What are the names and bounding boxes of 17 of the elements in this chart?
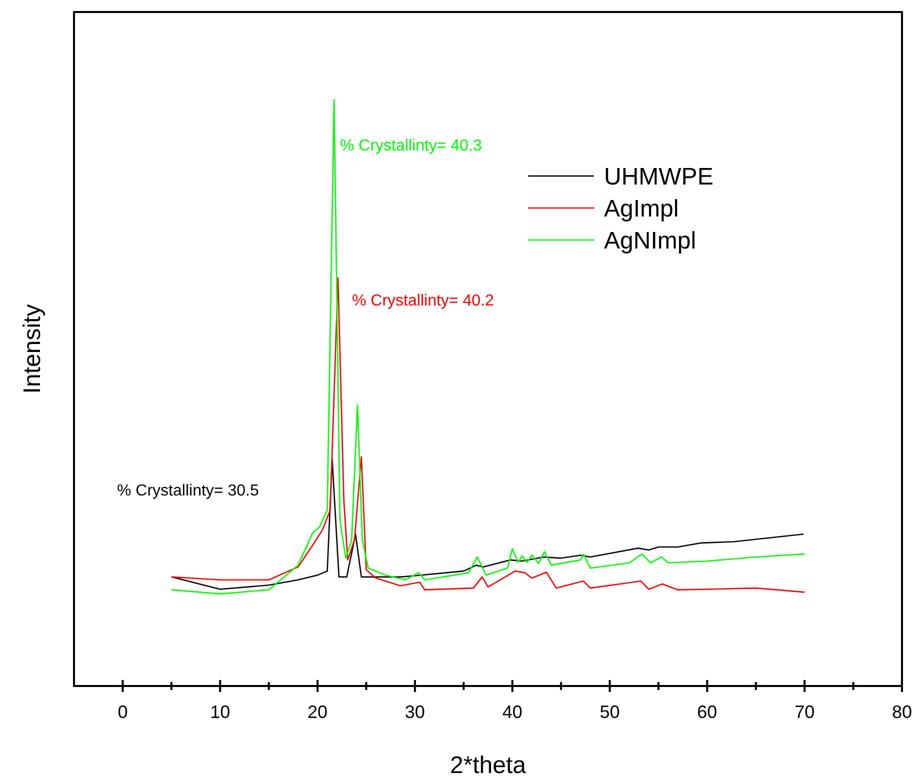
x-tick-label: 40 (502, 702, 522, 722)
x-tick-label: 10 (210, 702, 230, 722)
x-tick-label: 60 (697, 702, 718, 722)
legend-label: AgImpl (604, 195, 679, 222)
annotation: % Crystallinty= 40.2 (352, 292, 494, 310)
x-tick-label: 50 (600, 702, 620, 722)
legend-label: AgNImpl (604, 227, 696, 254)
x-tick-label: 0 (118, 702, 128, 722)
x-tick-label: 30 (404, 702, 425, 722)
annotation: % Crystallinty= 40.3 (340, 138, 482, 155)
x-tick-label: 20 (308, 702, 328, 722)
x-tick-label: 70 (794, 702, 815, 722)
annotation: % Crystallinty= 30.5 (117, 482, 259, 500)
x-tick-label: 80 (892, 702, 912, 722)
legend-label: UHMWPE (604, 163, 714, 190)
x-axis-title: 2*theta (450, 752, 527, 779)
y-axis-title: Intensity (19, 304, 46, 394)
